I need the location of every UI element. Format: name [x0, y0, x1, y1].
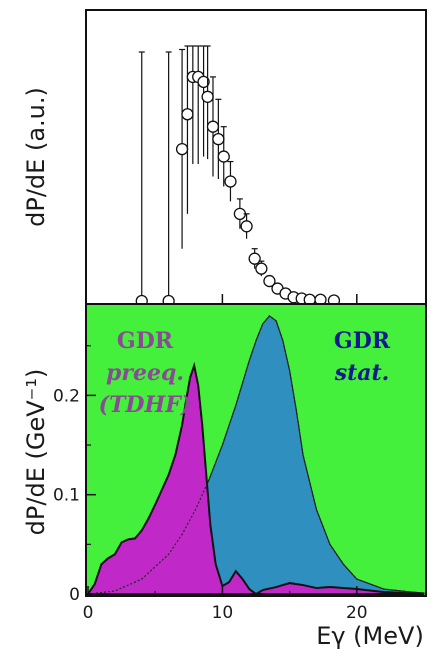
marker-circle	[263, 274, 276, 288]
data-point	[248, 248, 261, 269]
line-gdr-stat-dotted	[87, 315, 425, 595]
data-point	[212, 98, 225, 179]
y-tick-label: 0.1	[53, 486, 80, 506]
annotation-line: (TDHF)	[99, 392, 192, 418]
data-point	[217, 126, 230, 187]
bottom-y-axis-label: dP/dE (GeV⁻¹)	[22, 369, 50, 536]
top-y-axis-label: dP/dE (a.u.)	[22, 87, 50, 227]
annotation-gdr-preeq: GDR preeq. (TDHF)	[99, 328, 192, 418]
data-point	[233, 198, 247, 229]
marker-circle	[212, 132, 225, 146]
marker-circle	[201, 90, 214, 103]
bottom-panel-frame	[85, 303, 427, 597]
annotation-gdr-stat: GDR stat.	[334, 328, 391, 386]
annotation-line: preeq.	[106, 360, 184, 386]
marker-circle	[197, 75, 210, 89]
top-data-points	[135, 45, 341, 308]
marker-circle	[224, 175, 237, 188]
bottom-x-ticks: 0 10 20	[83, 586, 368, 623]
y-tick-label: 0.2	[53, 386, 80, 406]
marker-circle	[255, 262, 268, 275]
data-point	[224, 160, 237, 202]
marker-circle	[181, 108, 194, 121]
marker-circle	[175, 142, 189, 156]
annotation-line: GDR	[117, 328, 174, 354]
data-point	[255, 260, 268, 277]
data-point	[263, 274, 276, 288]
top-x-ticks	[221, 294, 358, 304]
marker-circle	[248, 252, 261, 265]
annotation-line: GDR	[334, 328, 391, 354]
bottom-x-axis-label: Eγ (MeV)	[316, 622, 424, 650]
x-tick-label: 10	[212, 603, 234, 623]
annotation-line: stat.	[334, 360, 390, 386]
x-tick-label: 0	[83, 603, 94, 623]
bottom-y-ticks: 0 0.1 0.2	[53, 345, 96, 605]
bottom-panel: 0 10 20 0 0.1 0.2 GDR preeq. (TDHF) GDR stat. d…	[22, 303, 427, 650]
marker-circle	[217, 150, 230, 163]
data-point	[240, 213, 253, 239]
y-tick-label: 0	[69, 585, 80, 605]
top-panel: dP/dE (a.u.)	[22, 9, 427, 308]
marker-circle	[240, 220, 253, 233]
marker-circle	[206, 120, 220, 133]
data-point	[175, 48, 189, 249]
area-gdr-preeq	[86, 361, 425, 596]
x-tick-label: 20	[346, 603, 368, 623]
